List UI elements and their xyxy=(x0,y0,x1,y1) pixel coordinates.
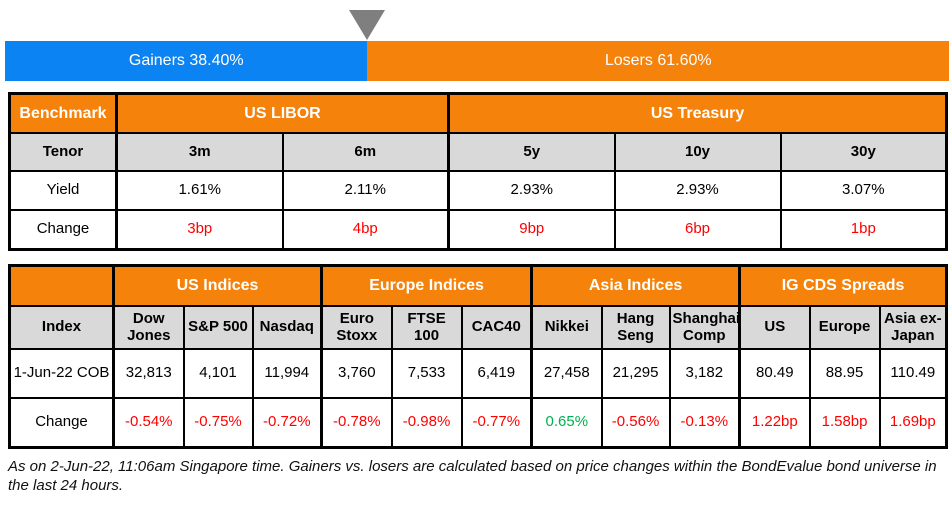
index-header-cell: Dow Jones xyxy=(112,305,185,350)
tenor-header-cell: 30y xyxy=(779,132,948,172)
yield-cell: 3.07% xyxy=(779,170,948,211)
losers-segment: Losers 61.60% xyxy=(367,41,949,81)
index-header-cell: Europe xyxy=(808,305,881,350)
change-cell: 4bp xyxy=(281,209,450,251)
change-cell: 1.69bp xyxy=(878,397,948,449)
value-cell: 4,101 xyxy=(182,348,254,399)
value-cell: 27,458 xyxy=(530,348,603,399)
change-row-label: Change xyxy=(8,209,118,251)
change-cell: 1.58bp xyxy=(808,397,881,449)
gainers-losers-gauge: Gainers 38.40% Losers 61.60% xyxy=(5,10,949,81)
gainers-label: Gainers 38.40% xyxy=(128,52,244,69)
index-header-cell: Hang Seng xyxy=(600,305,671,350)
value-cell: 21,295 xyxy=(600,348,671,399)
value-cell: 7,533 xyxy=(390,348,463,399)
value-cell: 11,994 xyxy=(251,348,323,399)
tenor-row-label: Tenor xyxy=(8,132,118,172)
index-header-cell: FTSE 100 xyxy=(390,305,463,350)
tenor-header-cell: 10y xyxy=(613,132,782,172)
date-row-label: 1-Jun-22 COB xyxy=(8,348,115,399)
change-cell: -0.56% xyxy=(600,397,671,449)
group-header-us-treasury: US Treasury xyxy=(447,92,948,134)
change-cell: 6bp xyxy=(613,209,782,251)
change-cell: 1.22bp xyxy=(738,397,811,449)
index-header-cell: Euro Stoxx xyxy=(320,305,393,350)
value-cell: 3,182 xyxy=(668,348,741,399)
change-cell: 9bp xyxy=(447,209,616,251)
tenor-header-cell: 3m xyxy=(115,132,284,172)
yield-cell: 2.11% xyxy=(281,170,450,211)
group-header-us-libor: US LIBOR xyxy=(114,92,450,134)
value-cell: 110.49 xyxy=(878,348,948,399)
footnote: As on 2-Jun-22, 11:06am Singapore time. … xyxy=(8,458,937,494)
change-row-label: Change xyxy=(8,397,115,449)
change-cell: -0.78% xyxy=(320,397,393,449)
change-cell: -0.77% xyxy=(460,397,533,449)
group-header-europe-indices: Europe Indices xyxy=(320,264,533,307)
yield-cell: 2.93% xyxy=(613,170,782,211)
change-cell: -0.54% xyxy=(112,397,185,449)
change-cell: -0.75% xyxy=(182,397,254,449)
yield-cell: 2.93% xyxy=(447,170,616,211)
benchmark-table: Benchmark US LIBOR US Treasury Tenor 3m … xyxy=(8,92,949,251)
index-header-cell: S&P 500 xyxy=(182,305,254,350)
yield-row-label: Yield xyxy=(8,170,118,211)
change-cell: 3bp xyxy=(115,209,284,251)
value-cell: 32,813 xyxy=(112,348,185,399)
change-cell: 1bp xyxy=(779,209,948,251)
index-header-cell: Asia ex-Japan xyxy=(878,305,948,350)
group-header-us-indices: US Indices xyxy=(111,264,323,307)
index-header-cell: Shanghai Comp xyxy=(668,305,741,350)
change-cell: -0.13% xyxy=(668,397,741,449)
pointer-triangle-icon xyxy=(349,10,386,40)
value-cell: 88.95 xyxy=(808,348,881,399)
gainers-losers-bar: Gainers 38.40% Losers 61.60% xyxy=(5,41,949,81)
tenor-header-cell: 5y xyxy=(447,132,616,172)
indices-corner-cell xyxy=(8,264,115,307)
value-cell: 80.49 xyxy=(738,348,811,399)
index-header-cell: US xyxy=(738,305,811,350)
group-header-asia-indices: Asia Indices xyxy=(530,264,741,307)
value-cell: 6,419 xyxy=(460,348,533,399)
group-header-ig-cds-spreads: IG CDS Spreads xyxy=(738,264,948,307)
tenor-header-cell: 6m xyxy=(281,132,450,172)
yield-cell: 1.61% xyxy=(115,170,284,211)
index-header-cell: Nasdaq xyxy=(251,305,323,350)
value-cell: 3,760 xyxy=(320,348,393,399)
losers-label: Losers 61.60% xyxy=(604,52,712,69)
indices-table: US Indices Europe Indices Asia Indices I… xyxy=(8,264,949,449)
index-header-cell: CAC40 xyxy=(460,305,533,350)
index-header-cell: Nikkei xyxy=(530,305,603,350)
benchmark-corner-cell: Benchmark xyxy=(8,92,118,134)
gainers-segment: Gainers 38.40% xyxy=(5,41,368,81)
index-row-label: Index xyxy=(8,305,115,350)
change-cell: 0.65% xyxy=(530,397,603,449)
change-cell: -0.72% xyxy=(251,397,323,449)
change-cell: -0.98% xyxy=(390,397,463,449)
